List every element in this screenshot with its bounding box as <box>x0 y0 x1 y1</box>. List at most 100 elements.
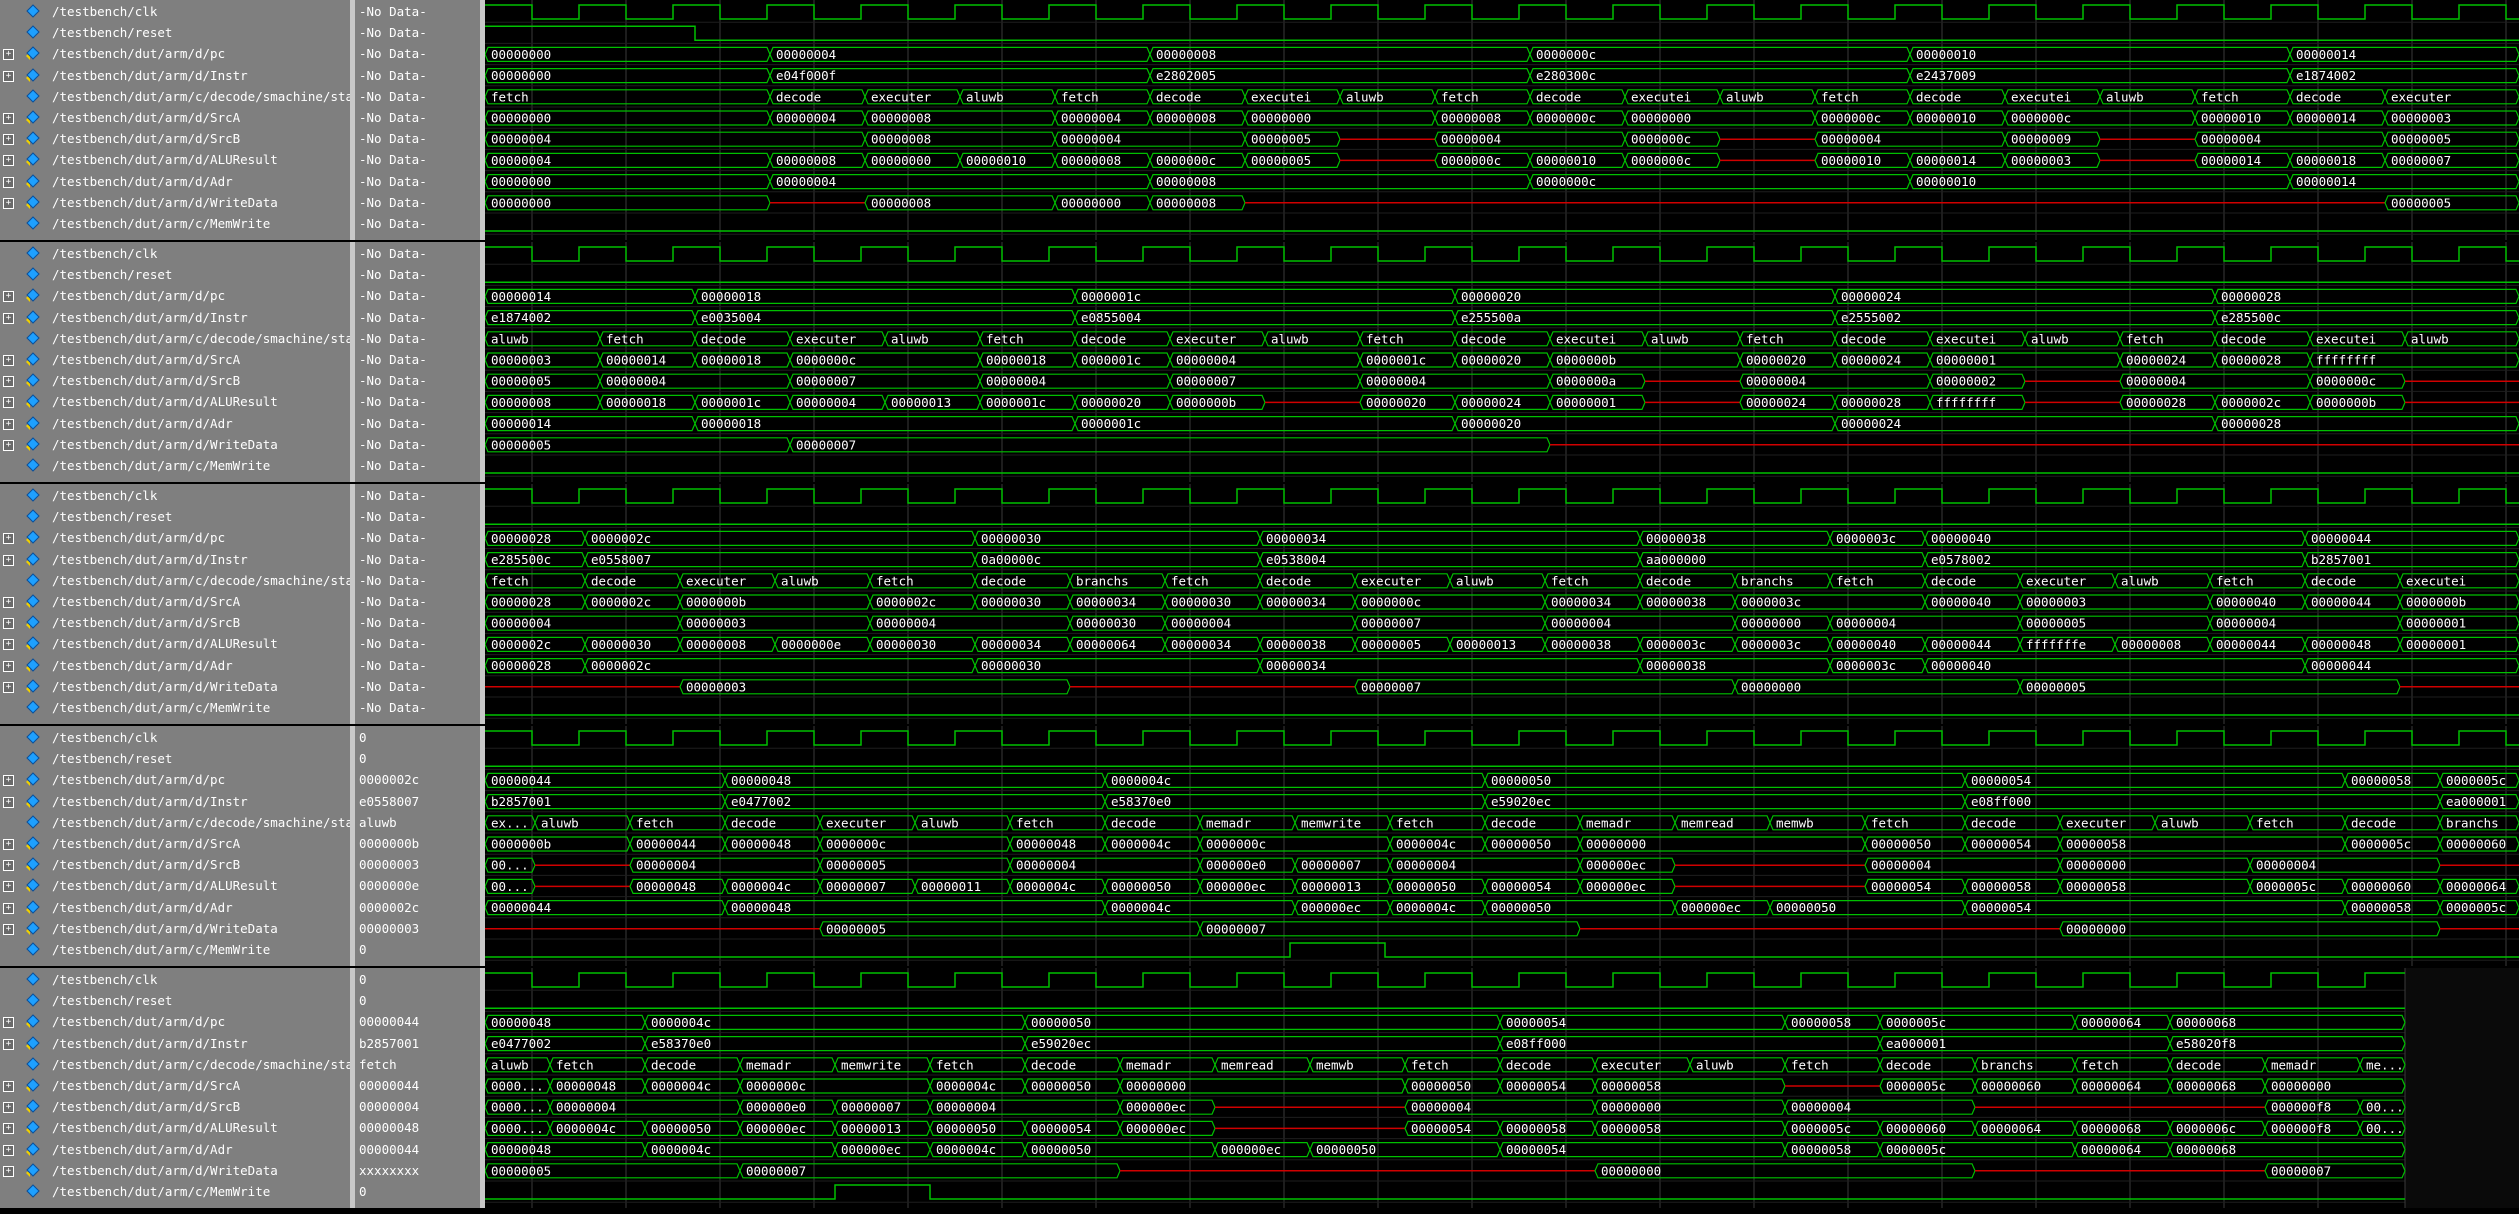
signal-row[interactable]: + /testbench/dut/arm/d/WriteData <box>0 435 350 455</box>
column-splitter[interactable] <box>480 242 485 482</box>
signal-row[interactable]: /testbench/reset <box>0 991 350 1011</box>
signal-row[interactable]: + /testbench/dut/arm/d/pc <box>0 44 350 64</box>
column-splitter[interactable] <box>480 0 485 240</box>
column-splitter[interactable] <box>350 242 355 482</box>
expand-icon[interactable]: + <box>3 312 14 324</box>
signal-row[interactable]: + /testbench/dut/arm/d/WriteData <box>0 193 350 213</box>
waveform-area[interactable]: 00000044 00000048 0000004c 00000050 00000054… <box>485 726 2519 966</box>
expand-icon[interactable]: + <box>3 291 14 303</box>
column-splitter[interactable] <box>480 484 485 724</box>
expand-icon[interactable]: + <box>3 681 14 693</box>
signal-row[interactable]: + /testbench/dut/arm/d/SrcA <box>0 1076 350 1096</box>
column-splitter[interactable] <box>480 726 485 966</box>
expand-icon[interactable]: + <box>3 176 14 188</box>
expand-icon[interactable]: + <box>3 533 14 545</box>
expand-icon[interactable]: + <box>3 397 14 409</box>
signal-row[interactable]: + /testbench/dut/arm/d/SrcA <box>0 834 350 854</box>
signal-row[interactable]: + /testbench/dut/arm/d/Adr <box>0 898 350 918</box>
expand-icon[interactable]: + <box>3 197 14 209</box>
expand-icon[interactable]: + <box>3 860 14 872</box>
signal-row[interactable]: + /testbench/dut/arm/d/ALUResult <box>0 392 350 412</box>
signal-row[interactable]: /testbench/clk <box>0 244 350 264</box>
waveform-area[interactable]: 00000000 00000004 00000008 0000000c 00000010… <box>485 0 2519 240</box>
signal-row[interactable]: + /testbench/dut/arm/d/Instr <box>0 1034 350 1054</box>
signal-row[interactable]: + /testbench/dut/arm/d/WriteData <box>0 919 350 939</box>
signal-row[interactable]: + /testbench/dut/arm/d/pc <box>0 1012 350 1032</box>
expand-icon[interactable]: + <box>3 1038 14 1050</box>
column-splitter[interactable] <box>480 968 485 1208</box>
signal-row[interactable]: + /testbench/dut/arm/d/SrcA <box>0 350 350 370</box>
expand-icon[interactable]: + <box>3 1081 14 1092</box>
waveform-area[interactable]: 00000028 0000002c 00000030 00000034 00000038… <box>485 484 2519 724</box>
expand-icon[interactable]: + <box>3 134 14 146</box>
signal-row[interactable]: + /testbench/dut/arm/d/pc <box>0 528 350 548</box>
expand-icon[interactable]: + <box>3 881 14 893</box>
expand-icon[interactable]: + <box>3 923 14 935</box>
signal-row[interactable]: + /testbench/dut/arm/d/ALUResult <box>0 150 350 170</box>
expand-icon[interactable]: + <box>3 775 14 787</box>
signal-row[interactable]: /testbench/reset <box>0 749 350 769</box>
signal-row[interactable]: + /testbench/dut/arm/d/WriteData <box>0 677 350 697</box>
expand-icon[interactable]: + <box>3 796 14 808</box>
signal-row[interactable]: /testbench/dut/arm/c/decode/smachine/sta… <box>0 571 368 591</box>
signal-row[interactable]: /testbench/dut/arm/c/MemWrite <box>0 940 350 960</box>
expand-icon[interactable]: + <box>3 70 14 82</box>
signal-row[interactable]: + /testbench/dut/arm/d/Instr <box>0 308 350 328</box>
expand-icon[interactable]: + <box>3 439 14 451</box>
signal-row[interactable]: /testbench/clk <box>0 728 350 748</box>
signal-row[interactable]: + /testbench/dut/arm/d/ALUResult <box>0 876 350 896</box>
signal-row[interactable]: /testbench/clk <box>0 486 350 506</box>
signal-row[interactable]: + /testbench/dut/arm/d/Adr <box>0 656 350 676</box>
signal-row[interactable]: + /testbench/dut/arm/d/Adr <box>0 1140 350 1160</box>
signal-row[interactable]: /testbench/reset <box>0 265 350 285</box>
waveform-area[interactable]: 00000048 0000004c 00000050 00000054 00000058… <box>485 968 2519 1208</box>
expand-icon[interactable]: + <box>3 113 14 124</box>
expand-icon[interactable]: + <box>3 1144 14 1156</box>
expand-icon[interactable]: + <box>3 639 14 651</box>
signal-row[interactable]: /testbench/dut/arm/c/MemWrite <box>0 214 350 234</box>
expand-icon[interactable]: + <box>3 839 14 850</box>
signal-row[interactable]: + /testbench/dut/arm/d/pc <box>0 286 350 306</box>
signal-row[interactable]: + /testbench/dut/arm/d/Instr <box>0 792 350 812</box>
signal-row[interactable]: + /testbench/dut/arm/d/SrcA <box>0 108 350 128</box>
signal-row[interactable]: /testbench/clk <box>0 2 350 22</box>
signal-row[interactable]: + /testbench/dut/arm/d/SrcB <box>0 129 350 149</box>
expand-icon[interactable]: + <box>3 1102 14 1114</box>
signal-row[interactable]: /testbench/dut/arm/c/MemWrite <box>0 698 350 718</box>
expand-icon[interactable]: + <box>3 376 14 388</box>
signal-row[interactable]: + /testbench/dut/arm/d/Instr <box>0 550 350 570</box>
signal-row[interactable]: /testbench/reset <box>0 23 350 43</box>
expand-icon[interactable]: + <box>3 554 14 566</box>
column-splitter[interactable] <box>350 968 355 1208</box>
waveform-area[interactable]: 00000014 00000018 0000001c 00000020 00000024… <box>485 242 2519 482</box>
expand-icon[interactable]: + <box>3 660 14 672</box>
signal-row[interactable]: /testbench/reset <box>0 507 350 527</box>
signal-row[interactable]: /testbench/dut/arm/c/decode/smachine/sta… <box>0 87 368 107</box>
signal-row[interactable]: + /testbench/dut/arm/d/WriteData <box>0 1161 350 1181</box>
signal-row[interactable]: /testbench/dut/arm/c/decode/smachine/sta… <box>0 1055 368 1075</box>
signal-row[interactable]: + /testbench/dut/arm/d/ALUResult <box>0 1118 350 1138</box>
signal-row[interactable]: /testbench/dut/arm/c/decode/smachine/sta… <box>0 329 368 349</box>
signal-row[interactable]: + /testbench/dut/arm/d/SrcB <box>0 371 350 391</box>
expand-icon[interactable]: + <box>3 1123 14 1135</box>
signal-row[interactable]: /testbench/dut/arm/c/MemWrite <box>0 1182 350 1202</box>
signal-row[interactable]: /testbench/dut/arm/c/decode/smachine/sta… <box>0 813 368 833</box>
column-splitter[interactable] <box>350 484 355 724</box>
signal-row[interactable]: + /testbench/dut/arm/d/SrcB <box>0 855 350 875</box>
signal-row[interactable]: + /testbench/dut/arm/d/SrcB <box>0 1097 350 1117</box>
expand-icon[interactable]: + <box>3 618 14 630</box>
expand-icon[interactable]: + <box>3 597 14 608</box>
expand-icon[interactable]: + <box>3 1017 14 1029</box>
expand-icon[interactable]: + <box>3 49 14 61</box>
signal-row[interactable]: + /testbench/dut/arm/d/SrcA <box>0 592 350 612</box>
column-splitter[interactable] <box>350 726 355 966</box>
signal-row[interactable]: + /testbench/dut/arm/d/Adr <box>0 172 350 192</box>
column-splitter[interactable] <box>350 0 355 240</box>
signal-row[interactable]: + /testbench/dut/arm/d/Adr <box>0 414 350 434</box>
signal-row[interactable]: + /testbench/dut/arm/d/pc <box>0 770 350 790</box>
signal-row[interactable]: + /testbench/dut/arm/d/ALUResult <box>0 634 350 654</box>
expand-icon[interactable]: + <box>3 355 14 366</box>
expand-icon[interactable]: + <box>3 418 14 430</box>
expand-icon[interactable]: + <box>3 902 14 914</box>
signal-row[interactable]: + /testbench/dut/arm/d/SrcB <box>0 613 350 633</box>
